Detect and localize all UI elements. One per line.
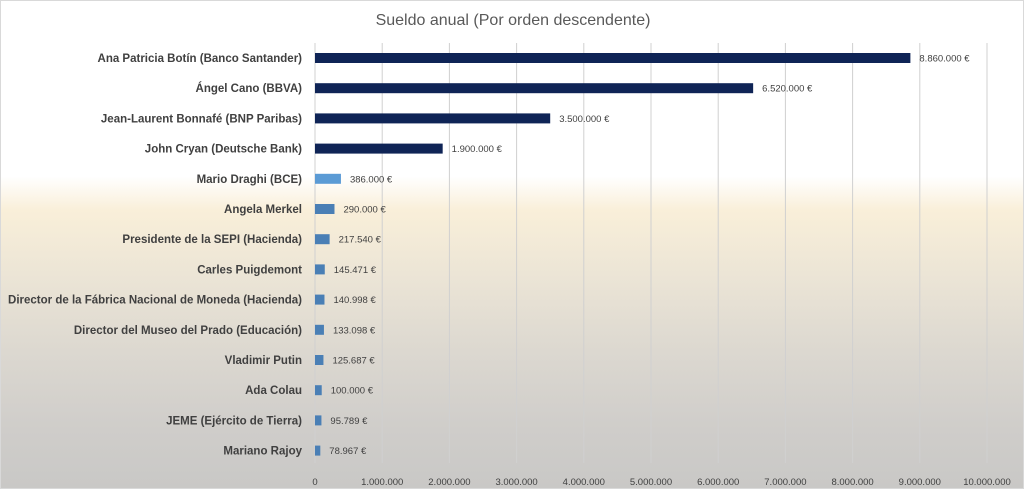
data-label: 133.098 € — [333, 325, 376, 336]
gridlines — [314, 43, 988, 463]
bar — [315, 415, 322, 426]
data-label: 78.967 € — [329, 446, 367, 457]
category-label: Ana Patricia Botín (Banco Santander) — [98, 53, 303, 65]
category-label: Presidente de la SEPI (Hacienda) — [122, 234, 302, 246]
data-label: 100.000 € — [331, 386, 374, 397]
category-label: Ada Colau — [245, 385, 302, 397]
category-label: JEME (Ejército de Tierra) — [166, 415, 302, 427]
x-tick-label: 10.000.000 — [963, 477, 1011, 488]
x-tick-label: 5.000.000 — [630, 477, 672, 488]
bar — [315, 234, 330, 245]
bar — [315, 143, 443, 154]
bars — [315, 53, 911, 456]
bar — [315, 53, 911, 63]
bar — [315, 83, 754, 94]
x-tick-label: 3.000.000 — [495, 477, 537, 488]
bar — [315, 113, 551, 124]
bar — [315, 445, 321, 456]
x-tick-label: 9.000.000 — [899, 477, 941, 488]
category-label: Angela Merkel — [224, 204, 302, 216]
x-tick-label: 1.000.000 — [361, 477, 403, 488]
category-label: Jean-Laurent Bonnafé (BNP Paribas) — [101, 113, 302, 125]
data-label: 386.000 € — [350, 174, 393, 185]
data-label: 95.789 € — [330, 416, 368, 427]
category-label: Ángel Cano (BBVA) — [196, 82, 303, 95]
bar — [315, 324, 324, 335]
data-label: 140.998 € — [333, 295, 376, 306]
data-label: 290.000 € — [343, 205, 386, 216]
category-label: John Cryan (Deutsche Bank) — [145, 144, 302, 156]
bar — [315, 264, 325, 275]
bar — [315, 385, 322, 396]
x-tick-label: 8.000.000 — [831, 477, 873, 488]
data-label: 145.471 € — [334, 265, 377, 276]
category-label: Director del Museo del Prado (Educación) — [74, 325, 302, 337]
labels: 0 1.000.000 2.000.000 3.000.000 4.000.000 5.0… — [8, 53, 1011, 488]
chart-title: Sueldo anual (Por orden descendente) — [376, 12, 651, 29]
data-label: 6.520.000 € — [762, 84, 813, 95]
x-tick-label: 4.000.000 — [563, 477, 605, 488]
data-label: 1.900.000 € — [452, 144, 503, 155]
data-label: 8.860.000 € — [919, 54, 970, 65]
bar — [315, 204, 335, 214]
data-label: 125.687 € — [332, 356, 375, 367]
data-label: 3.500.000 € — [559, 114, 610, 125]
category-label: Mariano Rajoy — [223, 446, 302, 458]
data-label: 217.540 € — [339, 235, 382, 246]
category-label: Carles Puigdemont — [197, 264, 302, 276]
x-tick-label: 2.000.000 — [428, 477, 470, 488]
category-label: Director de la Fábrica Nacional de Moned… — [8, 295, 302, 307]
x-tick-label: 6.000.000 — [697, 477, 739, 488]
x-tick-label: 7.000.000 — [764, 477, 806, 488]
x-tick-label: 0 — [312, 477, 317, 488]
bar — [315, 294, 325, 305]
category-label: Mario Draghi (BCE) — [197, 174, 303, 186]
category-label: Vladimir Putin — [225, 355, 302, 367]
bar — [315, 173, 341, 184]
bar — [315, 355, 324, 365]
